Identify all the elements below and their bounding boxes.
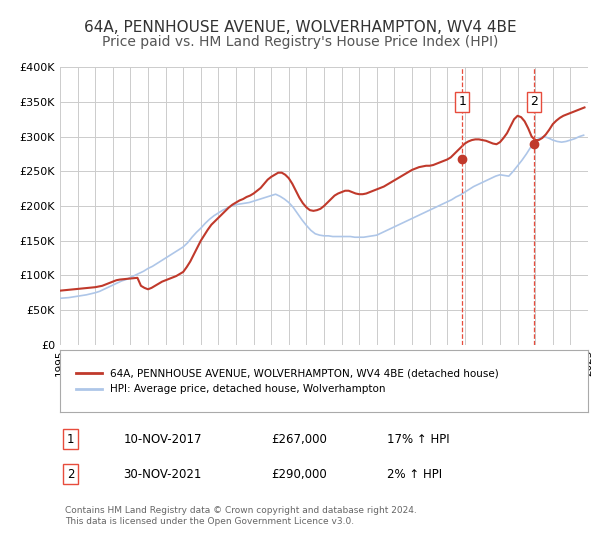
Text: Price paid vs. HM Land Registry's House Price Index (HPI): Price paid vs. HM Land Registry's House … xyxy=(102,35,498,49)
Text: £290,000: £290,000 xyxy=(271,468,327,480)
Text: 30-NOV-2021: 30-NOV-2021 xyxy=(124,468,202,480)
Legend: 64A, PENNHOUSE AVENUE, WOLVERHAMPTON, WV4 4BE (detached house), HPI: Average pri: 64A, PENNHOUSE AVENUE, WOLVERHAMPTON, WV… xyxy=(70,363,504,400)
Text: 2% ↑ HPI: 2% ↑ HPI xyxy=(388,468,442,480)
Text: 10-NOV-2017: 10-NOV-2017 xyxy=(124,433,202,446)
Text: 17% ↑ HPI: 17% ↑ HPI xyxy=(388,433,450,446)
Text: £267,000: £267,000 xyxy=(271,433,327,446)
Text: 2: 2 xyxy=(530,95,538,109)
Text: 1: 1 xyxy=(458,95,466,109)
Text: 2: 2 xyxy=(67,468,74,480)
Text: 1: 1 xyxy=(67,433,74,446)
Text: 64A, PENNHOUSE AVENUE, WOLVERHAMPTON, WV4 4BE: 64A, PENNHOUSE AVENUE, WOLVERHAMPTON, WV… xyxy=(83,20,517,35)
Text: Contains HM Land Registry data © Crown copyright and database right 2024.
This d: Contains HM Land Registry data © Crown c… xyxy=(65,506,417,525)
